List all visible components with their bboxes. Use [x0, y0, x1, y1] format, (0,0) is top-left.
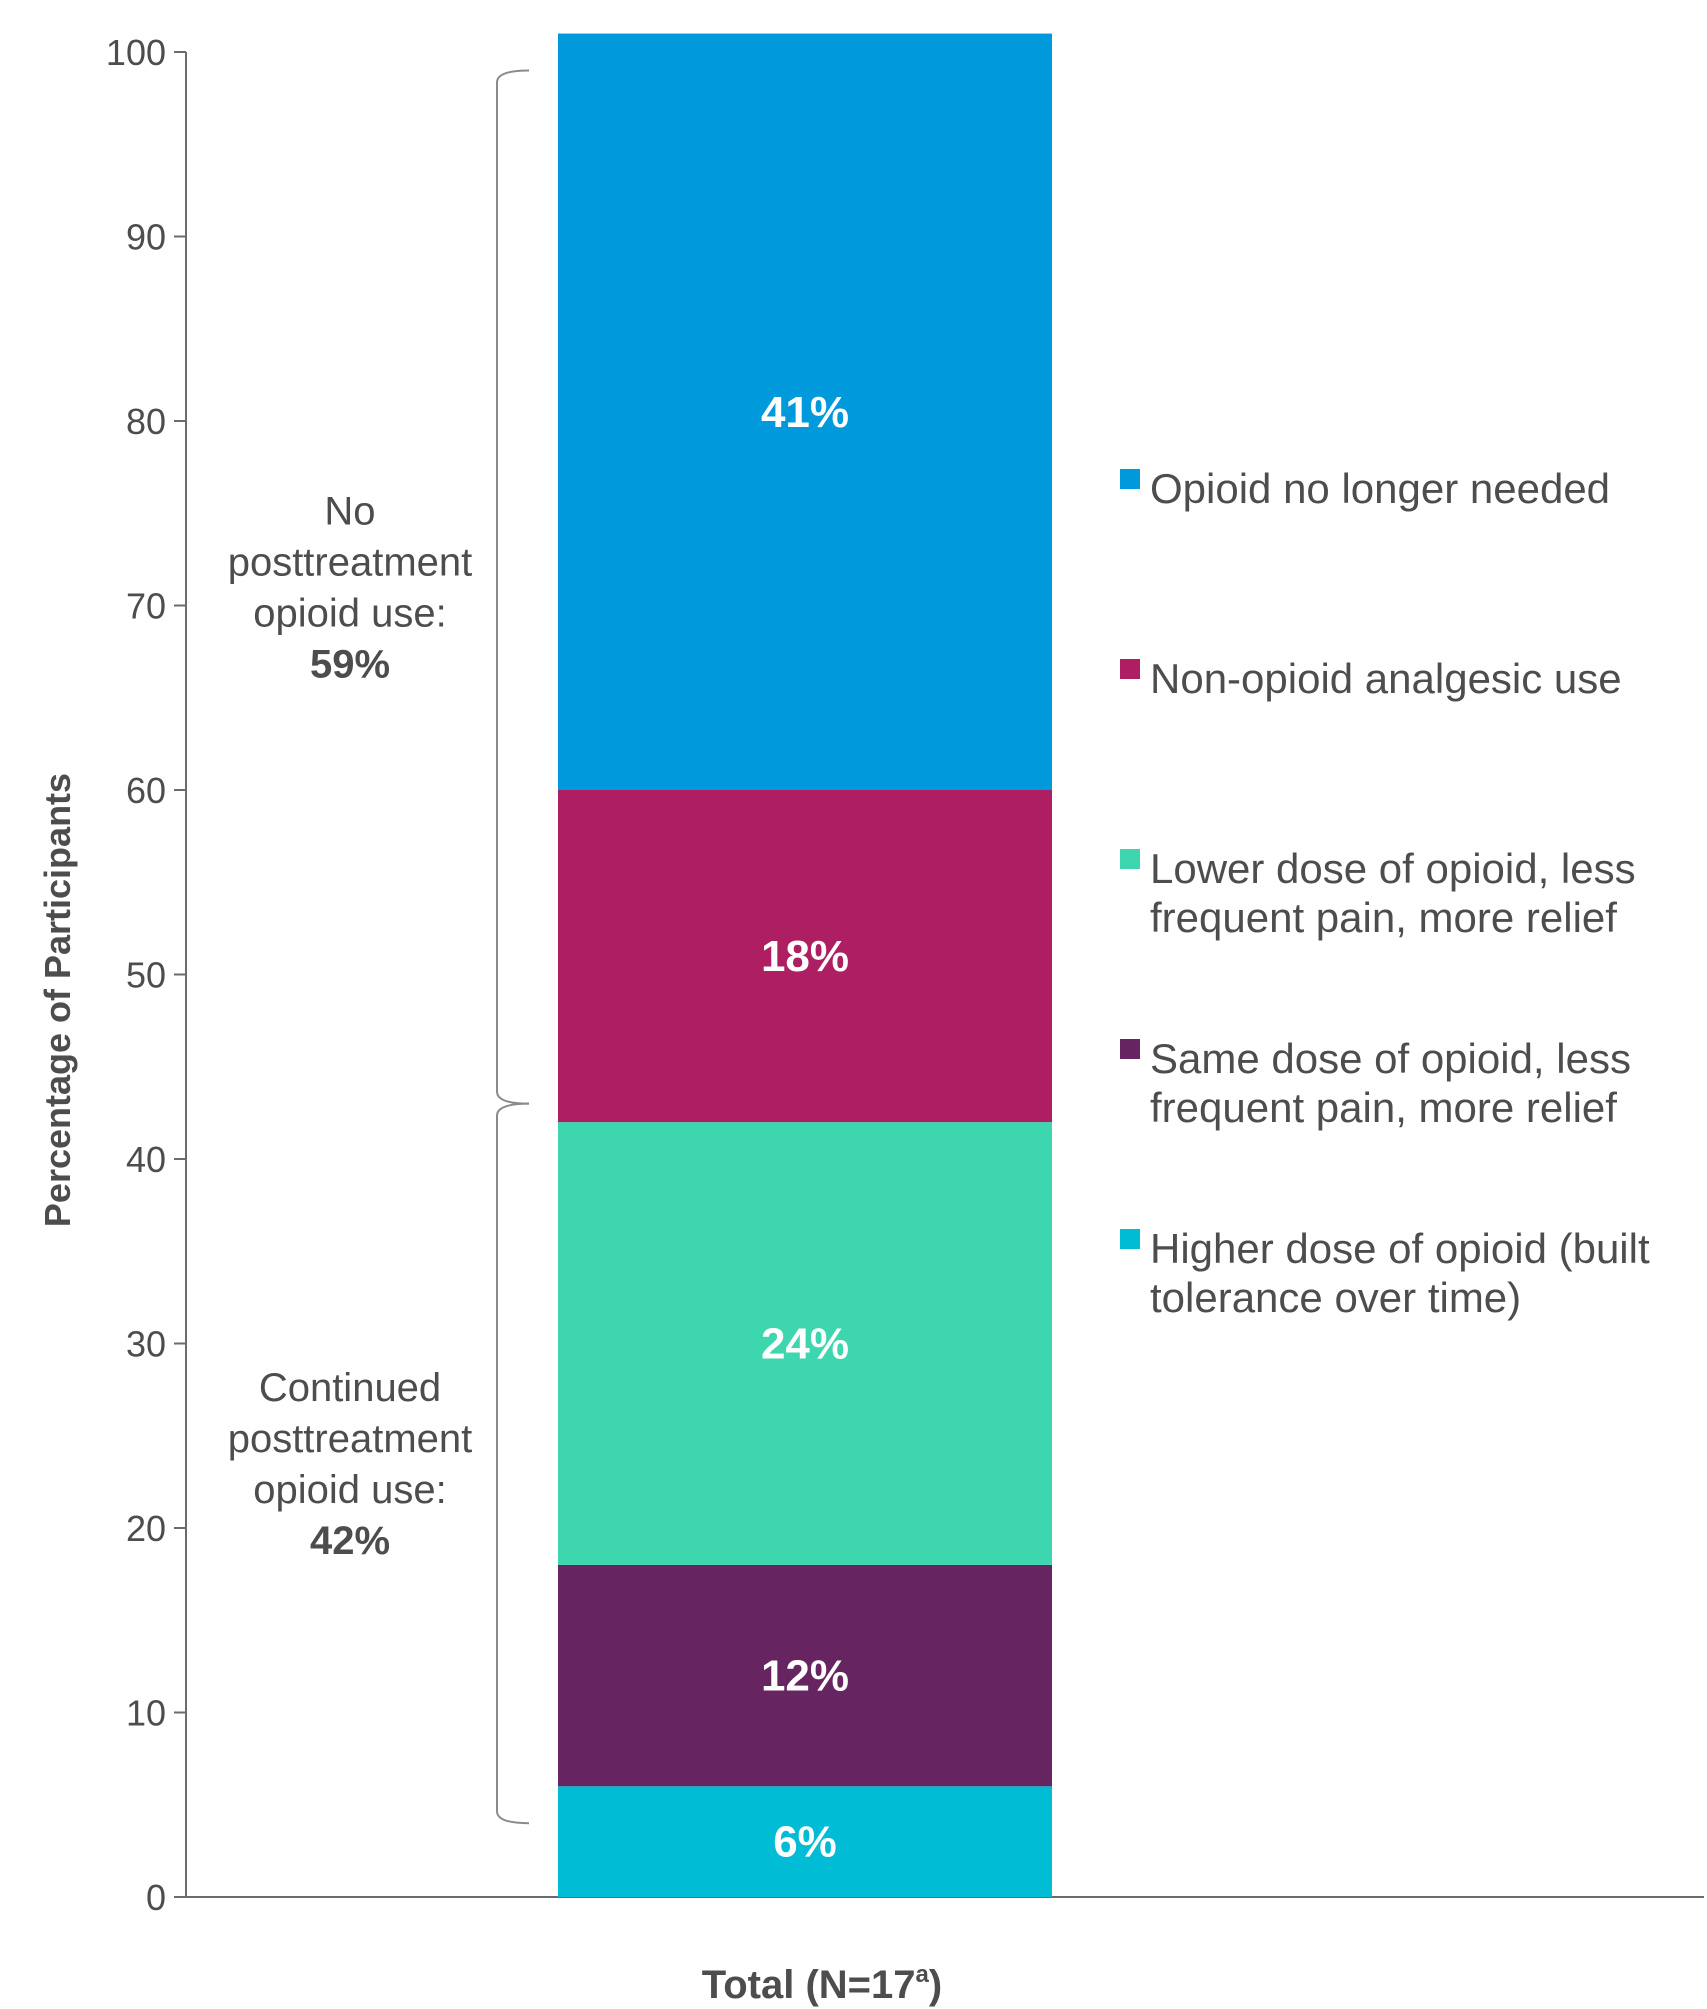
y-tick-label: 90	[126, 217, 166, 258]
y-tick-label: 40	[126, 1139, 166, 1180]
bar-segment	[558, 790, 1052, 1123]
legend-label: Non-opioid analgesic use	[1150, 655, 1622, 702]
bar-segment	[558, 1122, 1052, 1565]
bar-segment-label: 41%	[761, 388, 849, 437]
y-tick-label: 50	[126, 955, 166, 996]
y-tick-label: 10	[126, 1693, 166, 1734]
legend-label: frequent pain, more relief	[1150, 1084, 1617, 1131]
legend-swatch	[1120, 659, 1140, 679]
x-category-label-main: Total (N=17	[702, 1963, 916, 2007]
y-tick-label: 20	[126, 1508, 166, 1549]
legend-swatch	[1120, 469, 1140, 489]
legend-label: Lower dose of opioid, less	[1150, 845, 1636, 892]
y-tick-label: 0	[146, 1877, 166, 1918]
group-label-line: posttreatment	[228, 1417, 473, 1461]
group-bracket	[496, 1102, 530, 1825]
y-tick-label: 80	[126, 401, 166, 442]
bar-segment-label: 24%	[761, 1320, 849, 1369]
legend-label: Same dose of opioid, less	[1150, 1035, 1631, 1082]
group-label-line: opioid use:	[253, 592, 446, 636]
group-label-line: opioid use:	[253, 1468, 446, 1512]
group-bracket	[496, 69, 530, 1105]
group-label-line: Continued	[259, 1366, 441, 1410]
bar-segment-label: 12%	[761, 1652, 849, 1701]
bar-segment	[558, 33, 1052, 791]
group-label-line: posttreatment	[228, 541, 473, 585]
legend-label: tolerance over time)	[1150, 1274, 1521, 1321]
bar-segment-label: 18%	[761, 932, 849, 981]
y-tick-label: 100	[106, 32, 166, 73]
group-brackets: No posttreatment opioid use: 59% Continued po…	[228, 69, 530, 1825]
legend-label: frequent pain, more relief	[1150, 894, 1617, 941]
bar-segment	[558, 1564, 1052, 1787]
y-tick-label: 30	[126, 1324, 166, 1365]
x-category-label: Total (N=17a)	[702, 1961, 942, 2007]
bar-segments: 6% 12% 24% 18% 41%	[558, 33, 1052, 1897]
x-category-label-suffix: )	[929, 1963, 942, 2007]
y-tick-label: 70	[126, 586, 166, 627]
y-axis-title: Percentage of Participants	[37, 773, 78, 1227]
group-label-percent: 42%	[310, 1519, 390, 1563]
group-label-line: No	[324, 490, 375, 534]
legend-swatch	[1120, 1039, 1140, 1059]
y-axis: 0 10 20 30 40 50 60 70 80 90 100	[106, 32, 1704, 1918]
legend-label: Higher dose of opioid (built	[1150, 1225, 1650, 1272]
x-category-label-superscript: a	[916, 1961, 930, 1988]
y-tick-label: 60	[126, 770, 166, 811]
bar-segment-label: 6%	[773, 1818, 837, 1867]
legend-label: Opioid no longer needed	[1150, 465, 1610, 512]
legend-swatch	[1120, 849, 1140, 869]
bar-segment	[558, 1786, 1052, 1897]
group-label-percent: 59%	[310, 643, 390, 687]
legend: Opioid no longer needed Non-opioid analge…	[1120, 465, 1650, 1321]
legend-swatch	[1120, 1229, 1140, 1249]
